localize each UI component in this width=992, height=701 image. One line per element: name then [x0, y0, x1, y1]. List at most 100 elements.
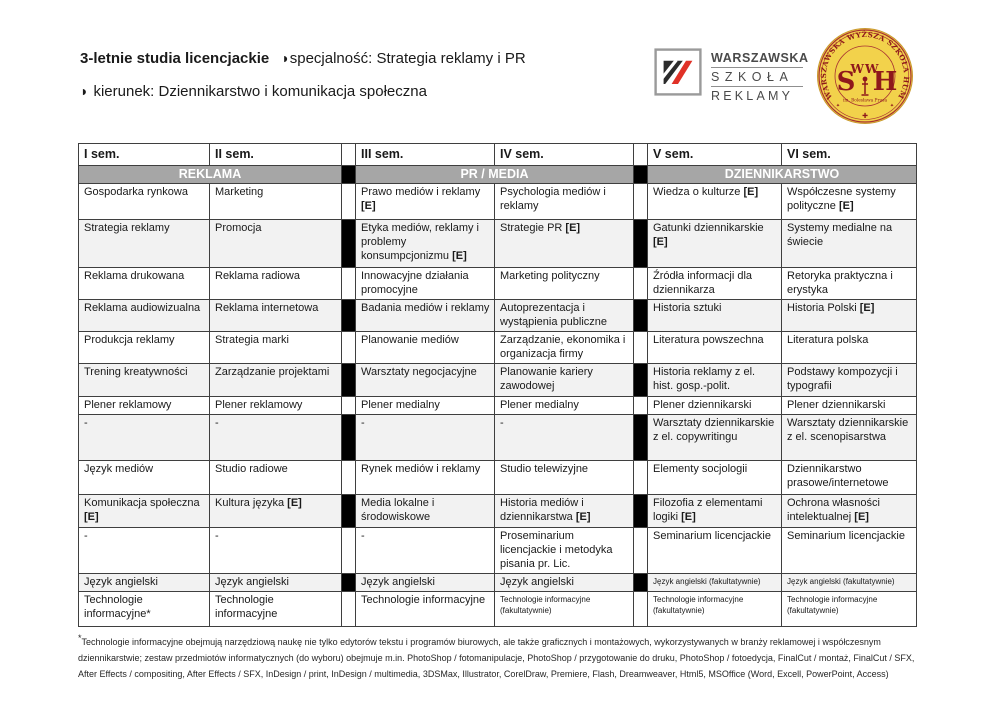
- spacer-cell: [341, 493, 356, 528]
- course-cell: Prawo mediów i reklamy [E]: [355, 183, 495, 220]
- table-row: Język mediów Studio radiowe Rynek mediów i…: [78, 459, 917, 495]
- course-cell: Innowacyjne działania promocyjne: [355, 267, 495, 300]
- seal-monogram-ww: WW: [850, 62, 880, 76]
- footnote-line-3: After Effects / compositing, After Effec…: [78, 669, 889, 679]
- course-cell: Literatura powszechna: [647, 330, 782, 364]
- course-cell: Gatunki dziennikarskie [E]: [647, 219, 782, 268]
- course-cell: Plener dziennikarski: [781, 395, 917, 415]
- course-cell: Historia Polski [E]: [781, 298, 917, 332]
- course-cell: Dziennikarstwo prasowe/internetowe: [781, 459, 917, 495]
- course-cell: Autoprezentacja i wystąpienia publiczne: [494, 298, 634, 332]
- spacer-cell: [633, 590, 648, 627]
- course-cell: Język angielski (fakultatywnie): [781, 572, 917, 592]
- spacer-cell: [633, 165, 648, 184]
- wwsh-seal-icon: WARSZAWSKA WYŻSZA SZKOŁA HUMANISTYCZNA ✚…: [817, 28, 913, 124]
- course-cell: Planowanie mediów: [355, 330, 495, 364]
- curriculum-table-wrap: I sem. II sem. III sem. IV sem. V sem. V…: [78, 143, 917, 627]
- spacer-cell: [633, 362, 648, 397]
- spacer-cell: [341, 267, 356, 300]
- table-row: Reklama drukowana Reklama radiowa Innowacy…: [78, 267, 917, 300]
- seal-monogram-s: S: [837, 67, 856, 97]
- course-cell: Źródła informacji dla dziennikarza: [647, 267, 782, 300]
- course-cell: Retoryka praktyczna i erystyka: [781, 267, 917, 300]
- footnote: *Technologie informacyjne obejmują narzę…: [78, 630, 948, 682]
- spacer-cell: [633, 267, 648, 300]
- course-cell: Media lokalne i środowiskowe: [355, 493, 495, 528]
- table-row: Plener reklamowy Plener reklamowy Plener m…: [78, 395, 917, 415]
- course-cell: Ochrona własności intelektualnej [E]: [781, 493, 917, 528]
- seal-figure-icon: [862, 76, 868, 82]
- sem-header-6: VI sem.: [781, 143, 917, 166]
- wsr-logo-text: WARSZAWSKA SZKOŁA REKLAMY: [711, 48, 808, 105]
- course-cell: Historia reklamy z el. hist. gosp.-polit…: [647, 362, 782, 397]
- course-cell: Kultura języka [E]: [209, 493, 342, 528]
- seal-cross-icon: ✚: [862, 112, 868, 120]
- specialization-text: specjalność: Strategia reklamy i PR: [289, 50, 526, 67]
- spacer-cell: [341, 395, 356, 415]
- course-cell: Wiedza o kulturze [E]: [647, 183, 782, 220]
- spacer-cell: [341, 219, 356, 268]
- course-cell: Marketing polityczny: [494, 267, 634, 300]
- course-cell: Reklama internetowa: [209, 298, 342, 332]
- course-cell: Język angielski: [209, 572, 342, 592]
- spacer-cell: [341, 298, 356, 332]
- course-cell: Studio radiowe: [209, 459, 342, 495]
- course-cell: Filozofia z elementami logiki [E]: [647, 493, 782, 528]
- course-cell: Strategia marki: [209, 330, 342, 364]
- course-cell: Język angielski: [355, 572, 495, 592]
- course-cell: Reklama drukowana: [78, 267, 210, 300]
- spacer-cell: [341, 165, 356, 184]
- course-cell: Literatura polska: [781, 330, 917, 364]
- table-row: Trening kreatywności Zarządzanie projekta…: [78, 362, 917, 397]
- course-cell: Technologie informacyjne (fakultatywnie): [781, 590, 917, 627]
- program-title: 3-letnie studia licencjackie: [80, 50, 270, 67]
- course-cell: -: [355, 526, 495, 574]
- spacer-cell: [341, 362, 356, 397]
- sem-header-4: IV sem.: [494, 143, 634, 166]
- course-cell: Strategie PR [E]: [494, 219, 634, 268]
- course-cell: Plener dziennikarski: [647, 395, 782, 415]
- document-title-block: 3-letnie studia licencjackie ◗ specjalność…: [80, 42, 680, 108]
- course-cell: Język angielski: [494, 572, 634, 592]
- course-cell: Technologie informacyjne (fakultatywnie): [494, 590, 634, 627]
- course-cell: Planowanie kariery zawodowej: [494, 362, 634, 397]
- course-cell: Proseminarium licencjackie i metodyka pi…: [494, 526, 634, 574]
- table-row: - - - - Warsztaty dziennikarskie z el. copyw…: [78, 413, 917, 461]
- title-line-2: ◗ kierunek: Dziennikarstwo i komunikacja …: [80, 75, 680, 108]
- wsr-logo: WARSZAWSKA SZKOŁA REKLAMY: [654, 48, 808, 105]
- spacer-cell: [633, 526, 648, 574]
- bullet-icon: ◗: [80, 83, 89, 99]
- course-cell: Plener medialny: [494, 395, 634, 415]
- group-header-row: REKLAMA PR / MEDIA DZIENNIKARSTWO: [78, 165, 917, 184]
- course-cell: Studio telewizyjne: [494, 459, 634, 495]
- course-cell: Technologie informacyjne: [355, 590, 495, 627]
- semester-header-row: I sem. II sem. III sem. IV sem. V sem. V…: [78, 143, 917, 166]
- table-row: Komunikacja społeczna [E] Kultura języka …: [78, 493, 917, 528]
- sem-header-1: I sem.: [78, 143, 210, 166]
- spacer-cell: [341, 572, 356, 592]
- spacer-cell: [633, 330, 648, 364]
- spacer-cell: [341, 459, 356, 495]
- spacer-cell: [633, 219, 648, 268]
- group-header-dziennikarstwo: DZIENNIKARSTWO: [647, 165, 917, 184]
- course-cell: Reklama audiowizualna: [78, 298, 210, 332]
- course-cell: -: [78, 526, 210, 574]
- spacer-cell: [633, 298, 648, 332]
- course-cell: Zarządzanie projektami: [209, 362, 342, 397]
- spacer-cell: [633, 459, 648, 495]
- spacer-cell: [633, 143, 648, 166]
- course-cell: Produkcja reklamy: [78, 330, 210, 364]
- field-text: kierunek: Dziennikarstwo i komunikacja s…: [93, 83, 427, 100]
- table-row: - - - Proseminarium licencjackie i metodyka…: [78, 526, 917, 574]
- table-row: Technologie informacyjne* Technologie inf…: [78, 590, 917, 627]
- group-header-reklama: REKLAMA: [78, 165, 342, 184]
- course-cell: -: [355, 413, 495, 461]
- title-line-1: 3-letnie studia licencjackie ◗specjalność…: [80, 42, 680, 75]
- course-cell: Badania mediów i reklamy: [355, 298, 495, 332]
- sem-header-3: III sem.: [355, 143, 495, 166]
- course-cell: Systemy medialne na świecie: [781, 219, 917, 268]
- sem-header-5: V sem.: [647, 143, 782, 166]
- course-cell: Język angielski: [78, 572, 210, 592]
- course-cell: Etyka mediów, reklamy i problemy konsump…: [355, 219, 495, 268]
